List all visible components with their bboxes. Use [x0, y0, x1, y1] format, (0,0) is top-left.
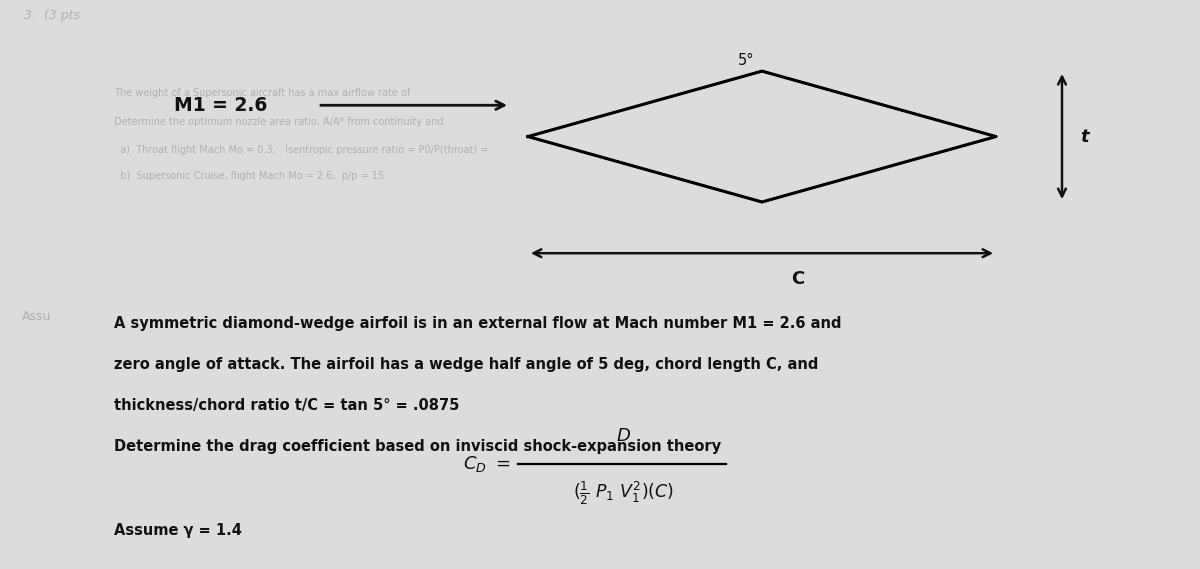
Text: 5°: 5° [738, 53, 755, 68]
Text: Determine the optimum nozzle area ratio, A/A* from continuity and: Determine the optimum nozzle area ratio,… [114, 117, 444, 127]
Text: b)  Supersonic Cruise, flight Mach Mo = 2.6,  p/p = 15: b) Supersonic Cruise, flight Mach Mo = 2… [114, 171, 384, 181]
Text: $C_D\ =$: $C_D\ =$ [463, 453, 510, 474]
Text: 3.  (3 pts: 3. (3 pts [24, 9, 80, 22]
Text: a)  Throat flight Mach Mo = 0.3,   Isentropic pressure ratio = P0/P(throat) =: a) Throat flight Mach Mo = 0.3, Isentrop… [114, 145, 488, 155]
Text: zero angle of attack. The airfoil has a wedge half angle of 5 deg, chord length : zero angle of attack. The airfoil has a … [114, 357, 818, 372]
Text: The weight of a Supersonic aircraft has a max airflow rate of: The weight of a Supersonic aircraft has … [114, 88, 410, 98]
Text: Assu: Assu [22, 310, 50, 323]
Text: thickness/chord ratio t/C = tan 5° = .0875: thickness/chord ratio t/C = tan 5° = .08… [114, 398, 460, 413]
Text: Assume γ = 1.4: Assume γ = 1.4 [114, 523, 242, 538]
Text: M1 = 2.6: M1 = 2.6 [174, 96, 268, 115]
Text: $D$: $D$ [617, 427, 631, 446]
Text: $(\frac{1}{2}\ P_1\ V_1^2)(C)$: $(\frac{1}{2}\ P_1\ V_1^2)(C)$ [574, 480, 674, 507]
Text: t: t [1080, 127, 1088, 146]
Text: Determine the drag coefficient based on inviscid shock-expansion theory: Determine the drag coefficient based on … [114, 439, 721, 453]
Text: A symmetric diamond-wedge airfoil is in an external flow at Mach number M1 = 2.6: A symmetric diamond-wedge airfoil is in … [114, 316, 841, 331]
Text: C: C [791, 270, 805, 288]
